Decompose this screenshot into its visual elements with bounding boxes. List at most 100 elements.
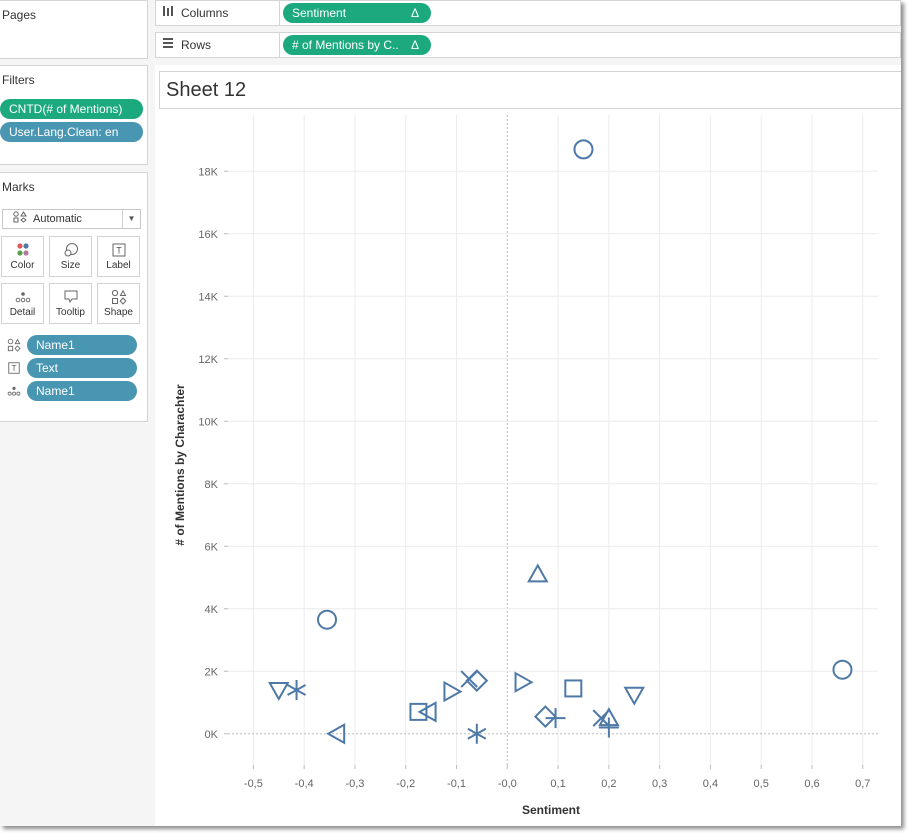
data-point-circle bbox=[832, 659, 853, 680]
data-point-triangle-up bbox=[527, 563, 549, 583]
marks-card: Marks Automatic ▼ Color Size bbox=[0, 172, 148, 422]
scatter-chart[interactable]: -0,5 -0,4 -0,3 -0,2 -0,1 -0,0 0,1 0,2 0,3 0,4 0,5 0… bbox=[155, 65, 901, 826]
rows-shelf-label: Rows bbox=[156, 33, 280, 57]
y-tick-label: 12K bbox=[198, 354, 218, 366]
left-panel: Pages Filters CNTD(# of Mentions) User.L… bbox=[0, 0, 149, 826]
tooltip-button[interactable]: Tooltip bbox=[49, 283, 92, 324]
size-circles-icon bbox=[50, 242, 91, 258]
x-tick-label: -0,4 bbox=[295, 778, 314, 790]
y-tick-label: 4K bbox=[205, 604, 219, 616]
label-button-label: Label bbox=[106, 260, 131, 271]
x-tick-label: -0,2 bbox=[396, 778, 415, 790]
data-point-plus bbox=[598, 717, 619, 738]
shape-button[interactable]: Shape bbox=[97, 283, 140, 324]
shape-icon bbox=[98, 289, 139, 305]
x-tick-label: -0,5 bbox=[244, 778, 263, 790]
delta-icon: Δ bbox=[410, 6, 419, 20]
data-point-asterisk bbox=[467, 723, 487, 744]
x-tick-label: 0,5 bbox=[754, 778, 769, 790]
pages-title: Pages bbox=[2, 8, 37, 22]
data-point-triangle-right bbox=[443, 680, 463, 703]
rows-label: Rows bbox=[181, 38, 212, 52]
x-tick-label: 0,4 bbox=[703, 778, 718, 790]
columns-pill-sentiment[interactable]: Sentiment Δ bbox=[283, 3, 431, 23]
filters-title: Filters bbox=[2, 73, 35, 87]
y-tick-label: 10K bbox=[198, 416, 218, 428]
x-tick-label: 0,6 bbox=[804, 778, 819, 790]
shape-icon bbox=[6, 338, 22, 352]
delta-icon: Δ bbox=[410, 38, 419, 52]
data-point-circle bbox=[317, 609, 338, 630]
columns-pill-label: Sentiment bbox=[292, 6, 347, 20]
svg-text:T: T bbox=[116, 246, 122, 256]
color-dots-icon bbox=[2, 242, 43, 258]
marks-title: Marks bbox=[2, 180, 35, 194]
filter-pill-user-lang[interactable]: User.Lang.Clean: en bbox=[0, 122, 143, 142]
chevron-down-icon[interactable]: ▼ bbox=[122, 210, 140, 228]
x-tick-label: -0,1 bbox=[447, 778, 466, 790]
size-button[interactable]: Size bbox=[49, 236, 92, 277]
x-tick-label: -0,0 bbox=[498, 778, 517, 790]
data-point-triangle-down bbox=[268, 682, 290, 702]
worksheet: Sheet 12 -0,5 -0,4 -0,3 -0,2 -0,1 -0,0 0,1 0,2 0… bbox=[155, 65, 901, 826]
y-tick-label: 8K bbox=[205, 479, 219, 491]
x-tick-label: -0,3 bbox=[345, 778, 364, 790]
sheet-title[interactable]: Sheet 12 bbox=[159, 71, 901, 109]
x-tick-label: 0,3 bbox=[652, 778, 667, 790]
columns-label: Columns bbox=[181, 6, 229, 20]
y-tick-label: 0K bbox=[205, 729, 219, 741]
size-button-label: Size bbox=[60, 260, 81, 271]
rows-pill-label: # of Mentions by C.. bbox=[292, 38, 399, 52]
tooltip-bubble-icon bbox=[50, 289, 91, 305]
label-t-icon: T bbox=[6, 361, 22, 375]
mark-type-dropdown[interactable]: Automatic ▼ bbox=[2, 209, 141, 229]
data-point-plus bbox=[545, 708, 566, 729]
label-button[interactable]: T Label bbox=[97, 236, 140, 277]
x-tick-label: 0,1 bbox=[550, 778, 565, 790]
data-point-asterisk bbox=[287, 680, 307, 700]
filters-card[interactable]: Filters CNTD(# of Mentions) User.Lang.Cl… bbox=[0, 65, 148, 165]
data-point-triangle-down bbox=[623, 686, 645, 706]
color-button-label: Color bbox=[10, 260, 35, 271]
data-point-square bbox=[564, 679, 583, 698]
shape-button-label: Shape bbox=[104, 307, 133, 318]
detail-dots-icon bbox=[2, 289, 43, 305]
data-point-diamond bbox=[465, 669, 489, 693]
label-t-icon: T bbox=[98, 242, 139, 258]
x-tick-label: 0,2 bbox=[601, 778, 616, 790]
y-axis-label: # of Mentions by Charachter bbox=[173, 384, 187, 546]
rows-icon bbox=[162, 33, 174, 57]
marks-field-name1-detail[interactable]: Name1 bbox=[27, 381, 137, 401]
mark-type-label: Automatic bbox=[33, 213, 82, 225]
x-tick-label: 0,7 bbox=[855, 778, 870, 790]
data-point-triangle-right bbox=[514, 671, 534, 693]
data-point-triangle-left bbox=[326, 723, 346, 745]
shape-icon bbox=[13, 211, 27, 229]
filter-pill-cntd-mentions[interactable]: CNTD(# of Mentions) bbox=[0, 99, 143, 119]
data-point-circle bbox=[573, 139, 594, 160]
y-tick-label: 6K bbox=[205, 541, 219, 553]
columns-icon bbox=[162, 1, 174, 25]
data-point-triangle-left bbox=[417, 701, 437, 723]
columns-shelf-label: Columns bbox=[156, 1, 280, 25]
y-tick-label: 2K bbox=[205, 666, 219, 678]
rows-pill-mentions[interactable]: # of Mentions by C.. Δ bbox=[283, 35, 431, 55]
y-tick-label: 18K bbox=[198, 166, 218, 178]
rows-shelf[interactable]: Rows # of Mentions by C.. Δ bbox=[155, 32, 901, 58]
tooltip-button-label: Tooltip bbox=[56, 307, 85, 318]
color-button[interactable]: Color bbox=[1, 236, 44, 277]
columns-shelf[interactable]: Columns Sentiment Δ bbox=[155, 0, 901, 26]
x-axis-label: Sentiment bbox=[522, 803, 580, 817]
y-tick-label: 16K bbox=[198, 229, 218, 241]
detail-button[interactable]: Detail bbox=[1, 283, 44, 324]
marks-field-name1-shape[interactable]: Name1 bbox=[27, 335, 137, 355]
pages-card[interactable]: Pages bbox=[0, 0, 148, 59]
marks-field-text[interactable]: Text bbox=[27, 358, 137, 378]
data-point-diamond bbox=[533, 705, 557, 728]
detail-button-label: Detail bbox=[9, 307, 36, 318]
svg-text:T: T bbox=[12, 364, 17, 373]
data-point-square bbox=[409, 702, 428, 721]
y-tick-label: 14K bbox=[198, 291, 218, 303]
detail-dots-icon bbox=[6, 384, 22, 398]
